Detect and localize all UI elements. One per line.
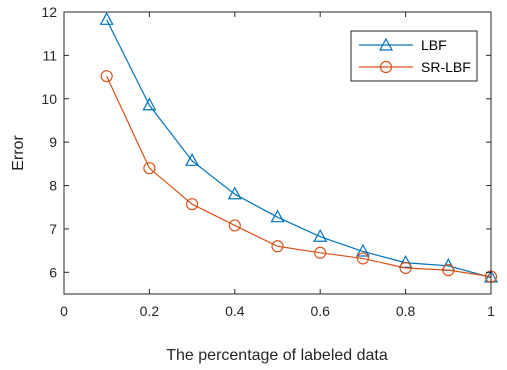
data-point-sr-lbf	[442, 264, 455, 277]
data-point-lbf	[142, 97, 157, 111]
legend-marker-sr-lbf	[379, 60, 393, 74]
y-tick-label: 8	[49, 178, 57, 194]
data-point-lbf	[227, 186, 242, 200]
y-tick-label: 10	[41, 91, 57, 107]
data-point-sr-lbf	[143, 162, 156, 175]
x-tick-label: 0.6	[310, 303, 330, 319]
x-tick-label: 1	[487, 303, 495, 319]
y-tick-label: 7	[49, 221, 57, 237]
legend-label-lbf: LBF	[421, 37, 447, 53]
data-point-lbf	[99, 12, 114, 25]
legend-marker-lbf	[378, 37, 394, 51]
data-point-sr-lbf	[399, 261, 412, 275]
y-axis-label: Error	[10, 135, 27, 171]
data-point-sr-lbf	[186, 198, 199, 211]
data-point-lbf	[355, 243, 370, 257]
data-point-lbf	[398, 255, 413, 268]
plot-frame	[63, 11, 492, 295]
data-point-sr-lbf	[314, 246, 327, 259]
x-tick-label: 0.4	[225, 303, 245, 319]
data-point-sr-lbf	[271, 240, 284, 253]
series-line-lbf	[106, 19, 492, 279]
series-line-sr-lbf	[106, 75, 492, 278]
data-point-sr-lbf	[228, 219, 241, 232]
y-tick-label: 6	[49, 264, 57, 280]
x-axis-label: The percentage of labeled data	[166, 347, 388, 364]
x-tick-label: 0.2	[140, 303, 160, 319]
legend-label-sr-lbf: SR-LBF	[421, 59, 471, 75]
y-tick-label: 9	[49, 134, 57, 150]
y-tick-label: 12	[41, 4, 57, 20]
data-point-sr-lbf	[100, 70, 113, 83]
ticks-layer: 0 0.2 0.4 0.6 0.8 1 6 7 8 9 10 11 12	[41, 4, 495, 319]
legend: LBF SR-LBF	[350, 30, 478, 82]
x-tick-label: 0.8	[396, 303, 416, 319]
data-point-lbf	[270, 209, 285, 223]
x-tick-label: 0	[60, 303, 68, 319]
y-tick-label: 11	[42, 47, 57, 63]
legend-box	[350, 30, 478, 82]
data-point-sr-lbf	[356, 252, 369, 265]
data-point-lbf	[313, 228, 328, 242]
data-point-lbf	[185, 153, 200, 166]
